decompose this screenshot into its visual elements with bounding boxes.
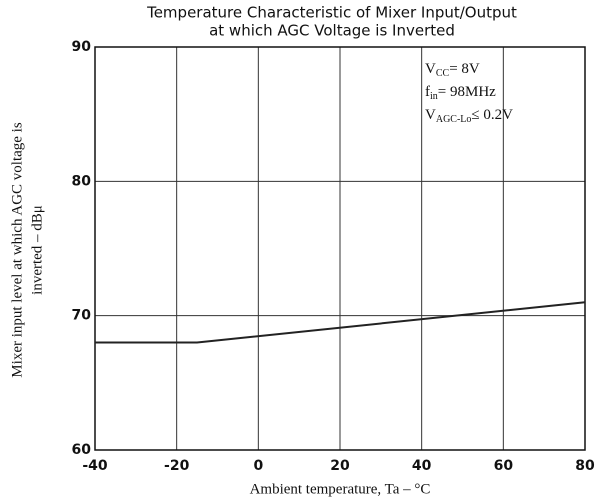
x-tick-label: -40	[82, 458, 108, 474]
y-tick-label: 90	[72, 39, 92, 55]
chart-title: at which AGC Voltage is Inverted	[209, 22, 455, 40]
annotation-part: in	[430, 91, 438, 102]
annotation: VCC= 8V	[425, 61, 480, 79]
annotation: VAGC-Lo≤ 0.2V	[425, 107, 513, 125]
x-tick-label: 20	[330, 458, 350, 474]
data-line	[95, 301, 586, 344]
x-tick-label: 40	[412, 458, 432, 474]
x-tick-label: 60	[494, 458, 514, 474]
plot-frame	[94, 46, 586, 451]
x-axis-label: Ambient temperature, Ta – °C	[250, 481, 431, 497]
annotation: fin= 98MHz	[425, 84, 496, 102]
annotation-part: f	[425, 84, 430, 100]
annotation-part: = 98MHz	[438, 84, 496, 100]
annotation-part: CC	[436, 68, 450, 79]
annotation-part: ≤ 0.2V	[471, 107, 513, 123]
x-tick-label: -20	[164, 458, 190, 474]
annotation-part: V	[425, 107, 436, 123]
chart-title: Temperature Characteristic of Mixer Inpu…	[146, 4, 517, 22]
annotation-part: = 8V	[449, 61, 480, 77]
y-tick-label: 70	[72, 308, 92, 324]
y-axis-label: inverted – dBμ	[29, 205, 45, 295]
y-tick-label: 80	[72, 173, 92, 189]
y-axis-label: Mixer input level at which AGC voltage i…	[9, 122, 25, 378]
x-tick-label: 80	[575, 458, 595, 474]
annotation-part: V	[425, 61, 436, 77]
y-tick-label: 60	[72, 442, 92, 458]
x-tick-label: 0	[253, 458, 263, 474]
annotation-part: AGC-Lo	[436, 114, 472, 125]
